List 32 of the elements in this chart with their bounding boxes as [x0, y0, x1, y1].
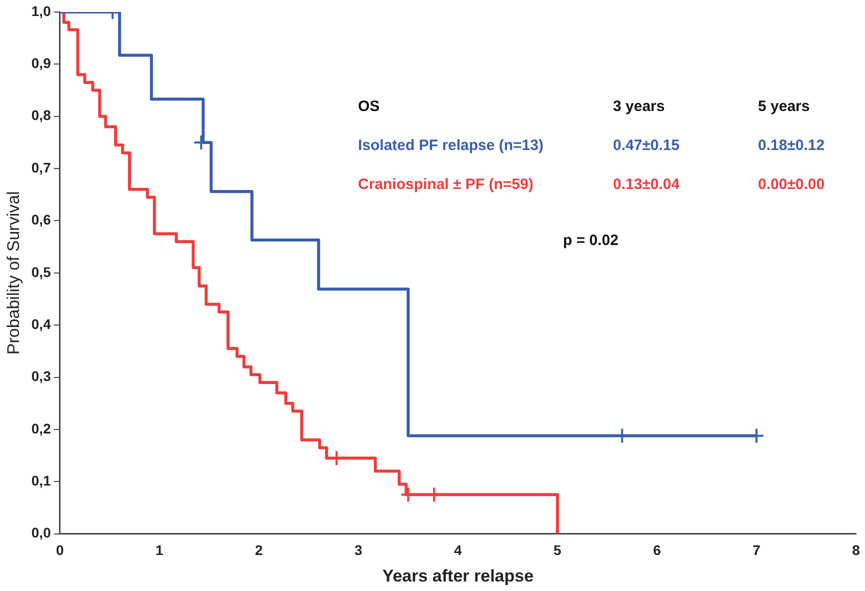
y-tick-label: 0,2 [31, 420, 52, 436]
annotation: 3 years [613, 98, 665, 115]
y-tick-label: 0,4 [31, 316, 52, 332]
text: Craniospinal ± PF (n=59) [358, 176, 534, 193]
y-axis-title: Probability of Survival [4, 191, 23, 355]
y-tick-label: 0,8 [31, 107, 52, 124]
x-tick-label: 1 [155, 542, 164, 558]
x-tick-label: 5 [554, 542, 562, 558]
y-tick-label: 0,0 [31, 524, 52, 541]
annotation: 0.13±0.04 [613, 176, 680, 193]
y-tick-label: 1,0 [31, 2, 52, 19]
y-tick-label: 0,6 [31, 212, 52, 228]
annotation: OS [358, 98, 380, 115]
x-tick-label: 8 [852, 542, 860, 558]
annotation: 5 years [758, 98, 810, 115]
annotation: 0.47±0.15 [613, 137, 680, 154]
x-tick-label: 3 [354, 542, 363, 558]
annotation: p = 0.02 [563, 232, 618, 249]
y-tick-label: 0,3 [31, 368, 52, 384]
x-axis-title: Years after relapse [382, 566, 534, 586]
text: Isolated PF relapse (n=13) [358, 137, 544, 154]
annotation: 0.00±0.00 [758, 176, 825, 193]
y-tick-label: 0,1 [31, 472, 52, 488]
x-tick-label: 0 [56, 542, 64, 558]
x-tick-label: 4 [454, 542, 462, 558]
y-tick-label: 0,9 [31, 55, 52, 72]
x-tick-label: 6 [653, 542, 662, 558]
x-tick-label: 7 [752, 542, 761, 558]
y-tick-label: 0,7 [31, 159, 52, 176]
annotation: 0.18±0.12 [758, 137, 825, 154]
x-tick-label: 2 [255, 542, 263, 558]
y-tick-label: 0,5 [31, 264, 52, 280]
